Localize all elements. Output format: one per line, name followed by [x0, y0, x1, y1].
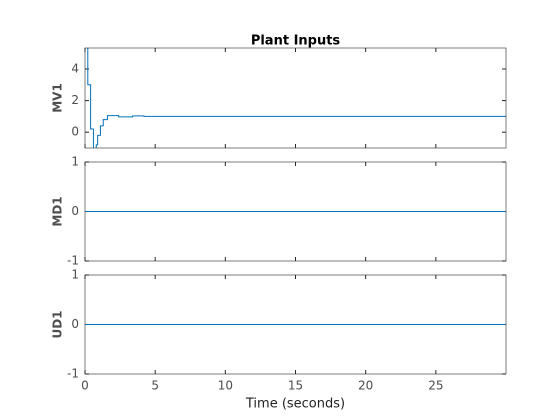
y-tick-label: 0 — [71, 317, 79, 331]
x-tick-label: 15 — [288, 379, 303, 393]
data-line — [87, 48, 506, 148]
x-axis-label: Time (seconds) — [245, 397, 345, 412]
y-axis-label: MV1 — [51, 83, 65, 113]
axes-background — [85, 48, 506, 148]
y-axis-label: MD1 — [51, 196, 65, 226]
x-tick-label: 0 — [81, 379, 89, 393]
axes-box — [84, 47, 507, 149]
y-tick-label: 1 — [71, 155, 79, 169]
axes-box — [84, 274, 507, 375]
x-tick-label: 5 — [151, 379, 159, 393]
y-tick-label: 0 — [71, 204, 79, 218]
y-tick-label: 0 — [71, 125, 79, 139]
x-tick-label: 20 — [358, 379, 373, 393]
axes-box — [84, 161, 507, 262]
y-tick-label: 1 — [71, 268, 79, 282]
y-tick-label: -1 — [67, 367, 79, 381]
y-tick-label: -1 — [67, 254, 79, 268]
chart-title: Plant Inputs — [251, 34, 341, 49]
y-tick-label: 2 — [71, 93, 79, 107]
y-axis-label: UD1 — [51, 310, 65, 338]
y-tick-label: 4 — [71, 62, 79, 76]
x-tick-label: 25 — [428, 379, 443, 393]
x-tick-label: 10 — [218, 379, 233, 393]
